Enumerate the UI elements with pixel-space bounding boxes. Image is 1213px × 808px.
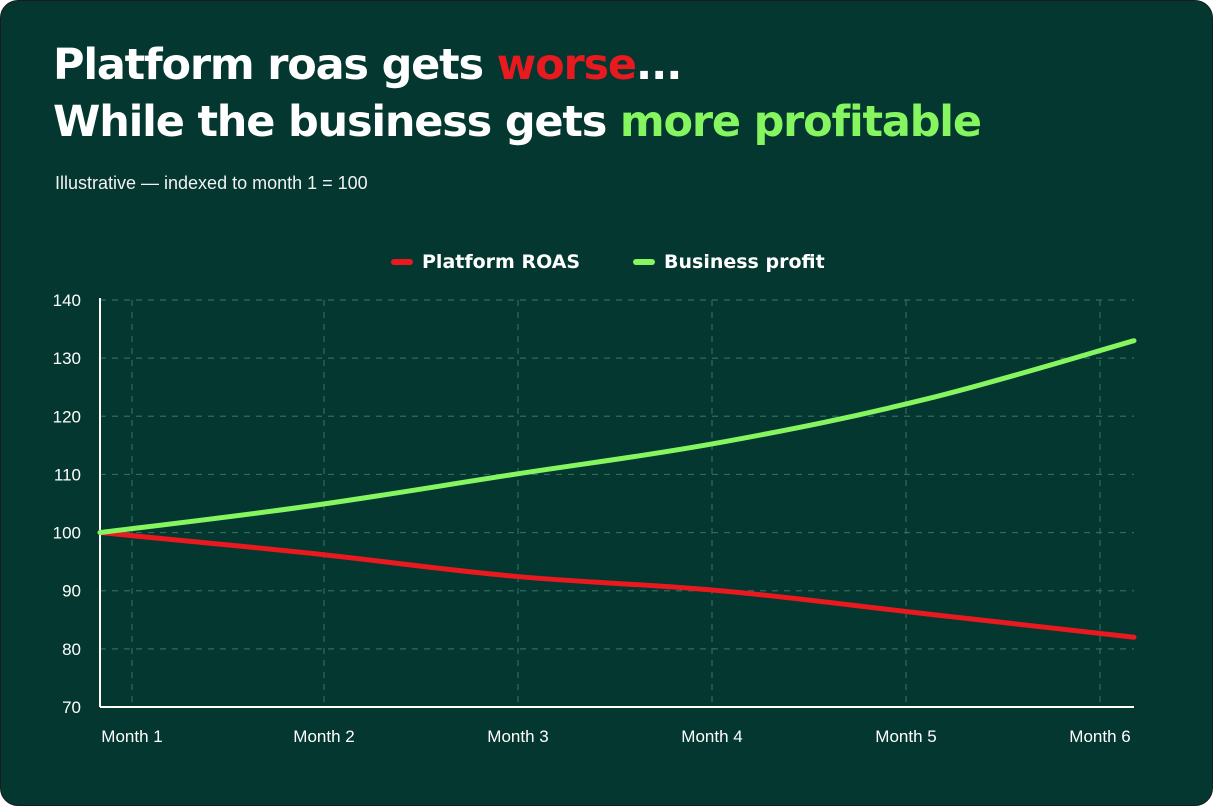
chart-title: Platform roas gets worse... While the bu… bbox=[53, 37, 982, 151]
x-tick-label: Month 2 bbox=[293, 727, 354, 746]
x-tick-label: Month 4 bbox=[681, 727, 742, 746]
chart-subtitle: Illustrative — indexed to month 1 = 100 bbox=[55, 173, 368, 193]
gridlines bbox=[100, 299, 1134, 707]
title-highlight-worse: worse bbox=[496, 40, 637, 90]
axes: 70 80 90 100 110 120 130 140 Month 1 Month 2 Month… bbox=[53, 291, 1134, 746]
y-tick-label: 110 bbox=[54, 465, 81, 484]
y-tick-label: 90 bbox=[62, 582, 81, 601]
y-tick-label: 70 bbox=[62, 698, 81, 717]
series-line-platform-roas bbox=[97, 530, 1137, 640]
title-line-2: While the business gets more profitable bbox=[53, 97, 982, 147]
y-tick-label: 130 bbox=[53, 349, 81, 368]
x-tick-label: Month 6 bbox=[1069, 727, 1130, 746]
y-tick-label: 100 bbox=[53, 524, 81, 543]
y-tick-label: 140 bbox=[53, 291, 81, 310]
x-tick-label: Month 3 bbox=[487, 727, 548, 746]
legend-label-business-profit: Business profit bbox=[664, 251, 825, 273]
series-line-business-profit bbox=[97, 338, 1137, 536]
y-tick-label: 120 bbox=[53, 407, 81, 426]
x-tick-label: Month 1 bbox=[101, 727, 162, 746]
legend-label-platform-roas: Platform ROAS bbox=[422, 251, 580, 273]
series-lines bbox=[97, 338, 1137, 640]
title-highlight-profitable: more profitable bbox=[619, 97, 982, 147]
y-tick-label: 80 bbox=[62, 640, 81, 659]
title-line-1: Platform roas gets worse... bbox=[53, 40, 683, 90]
x-tick-label: Month 5 bbox=[875, 727, 936, 746]
legend: Platform ROAS Business profit bbox=[391, 251, 825, 273]
